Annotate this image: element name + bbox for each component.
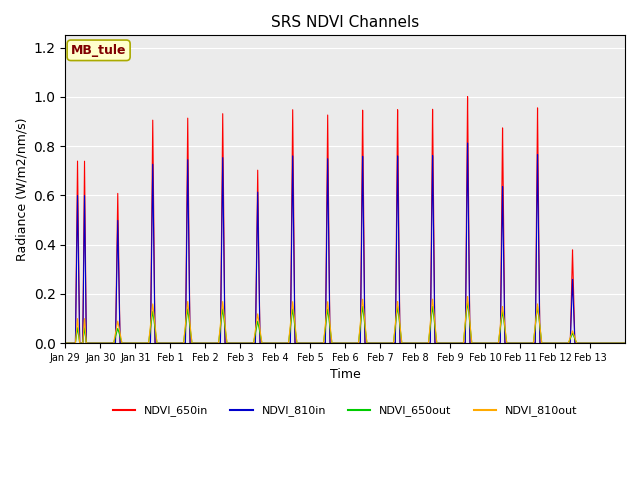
Legend: NDVI_650in, NDVI_810in, NDVI_650out, NDVI_810out: NDVI_650in, NDVI_810in, NDVI_650out, NDV…	[108, 401, 582, 421]
Title: SRS NDVI Channels: SRS NDVI Channels	[271, 15, 419, 30]
Y-axis label: Radiance (W/m2/nm/s): Radiance (W/m2/nm/s)	[15, 118, 28, 261]
X-axis label: Time: Time	[330, 369, 360, 382]
Text: MB_tule: MB_tule	[71, 44, 126, 57]
